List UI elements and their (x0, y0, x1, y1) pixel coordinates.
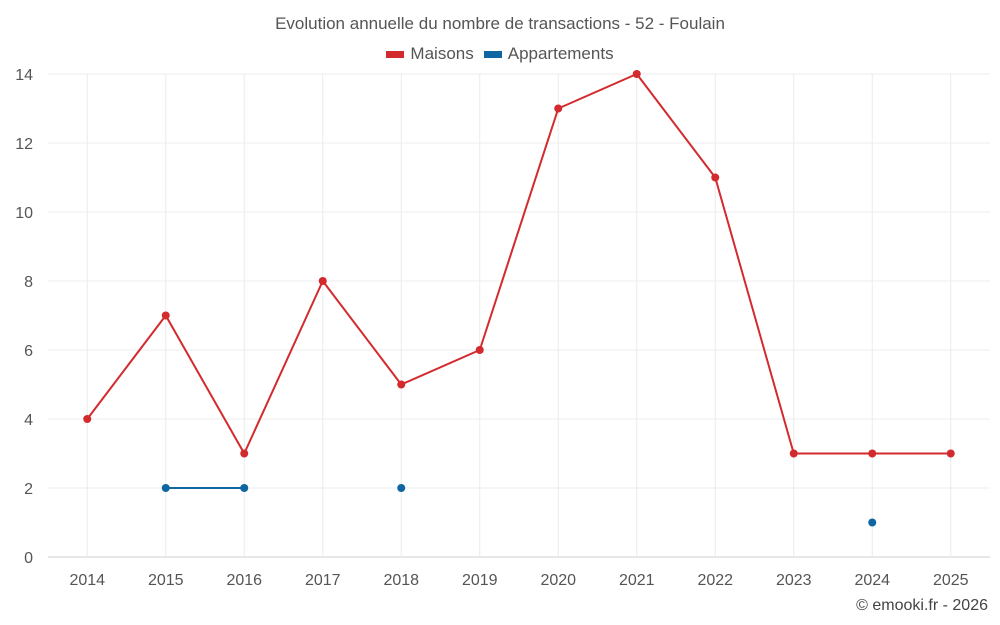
axes: 0 2 4 6 8 10 12 14 2014 2015 2016 2017 2018 2019 2020 2… (15, 67, 968, 589)
x-tick-label-2014: 2014 (69, 572, 105, 589)
data-point-maisons-2015 (161, 311, 170, 320)
x-tick-label-2025: 2025 (933, 572, 969, 589)
data-point-maisons-2021 (632, 70, 641, 78)
x-tick-label-2021: 2021 (619, 572, 655, 589)
y-tick-label-10: 10 (15, 205, 33, 222)
legend-item-maisons[interactable]: Maisons (386, 44, 474, 64)
data-point-maisons-2017 (318, 277, 327, 285)
legend-swatch-maisons (386, 50, 405, 58)
data-point-appartements-2024 (868, 518, 877, 527)
data-point-maisons-2016 (240, 449, 249, 458)
x-tick-label-2018: 2018 (383, 572, 419, 589)
data-point-maisons-2022 (711, 173, 720, 182)
y-tick-label-12: 12 (15, 136, 33, 153)
data-point-maisons-2023 (789, 449, 798, 458)
data-point-maisons-2014 (83, 415, 92, 423)
data-point-maisons-2019 (475, 346, 484, 354)
grid (48, 73, 990, 558)
data-point-appartements-2016 (240, 484, 249, 492)
x-tick-label-2019: 2019 (462, 572, 498, 589)
x-tick-label-2023: 2023 (776, 572, 812, 589)
x-tick-label-2016: 2016 (226, 572, 262, 589)
y-tick-label-14: 14 (15, 67, 33, 84)
data-point-maisons-2020 (554, 104, 563, 113)
legend-label-maisons: Maisons (410, 44, 474, 63)
data-point-appartements-2015 (161, 484, 170, 492)
x-tick-label-2022: 2022 (697, 572, 733, 589)
credit-text: © emooki.fr - 2026 (856, 597, 988, 614)
x-tick-label-2020: 2020 (540, 572, 576, 589)
data-point-appartements-2018 (397, 484, 406, 492)
y-tick-label-6: 6 (24, 343, 33, 360)
x-tick-label-2024: 2024 (854, 572, 890, 589)
x-tick-label-2017: 2017 (305, 572, 341, 589)
y-tick-label-4: 4 (24, 412, 33, 429)
legend-swatch-appartements (483, 50, 502, 58)
y-tick-label-2: 2 (24, 481, 33, 498)
y-tick-label-8: 8 (24, 274, 33, 291)
data-point-maisons-2018 (397, 380, 406, 389)
data-point-maisons-2024 (868, 449, 877, 458)
x-tick-label-2015: 2015 (148, 572, 184, 589)
series-layer (83, 70, 955, 527)
chart-legend: Maisons Appartements (0, 44, 1000, 64)
legend-item-appartements[interactable]: Appartements (483, 44, 614, 64)
data-point-maisons-2025 (946, 449, 955, 458)
y-tick-label-0: 0 (24, 550, 33, 567)
series-line-maisons-0 (86, 73, 951, 455)
legend-label-appartements: Appartements (507, 44, 614, 63)
chart-title: Evolution annuelle du nombre de transact… (275, 14, 725, 33)
